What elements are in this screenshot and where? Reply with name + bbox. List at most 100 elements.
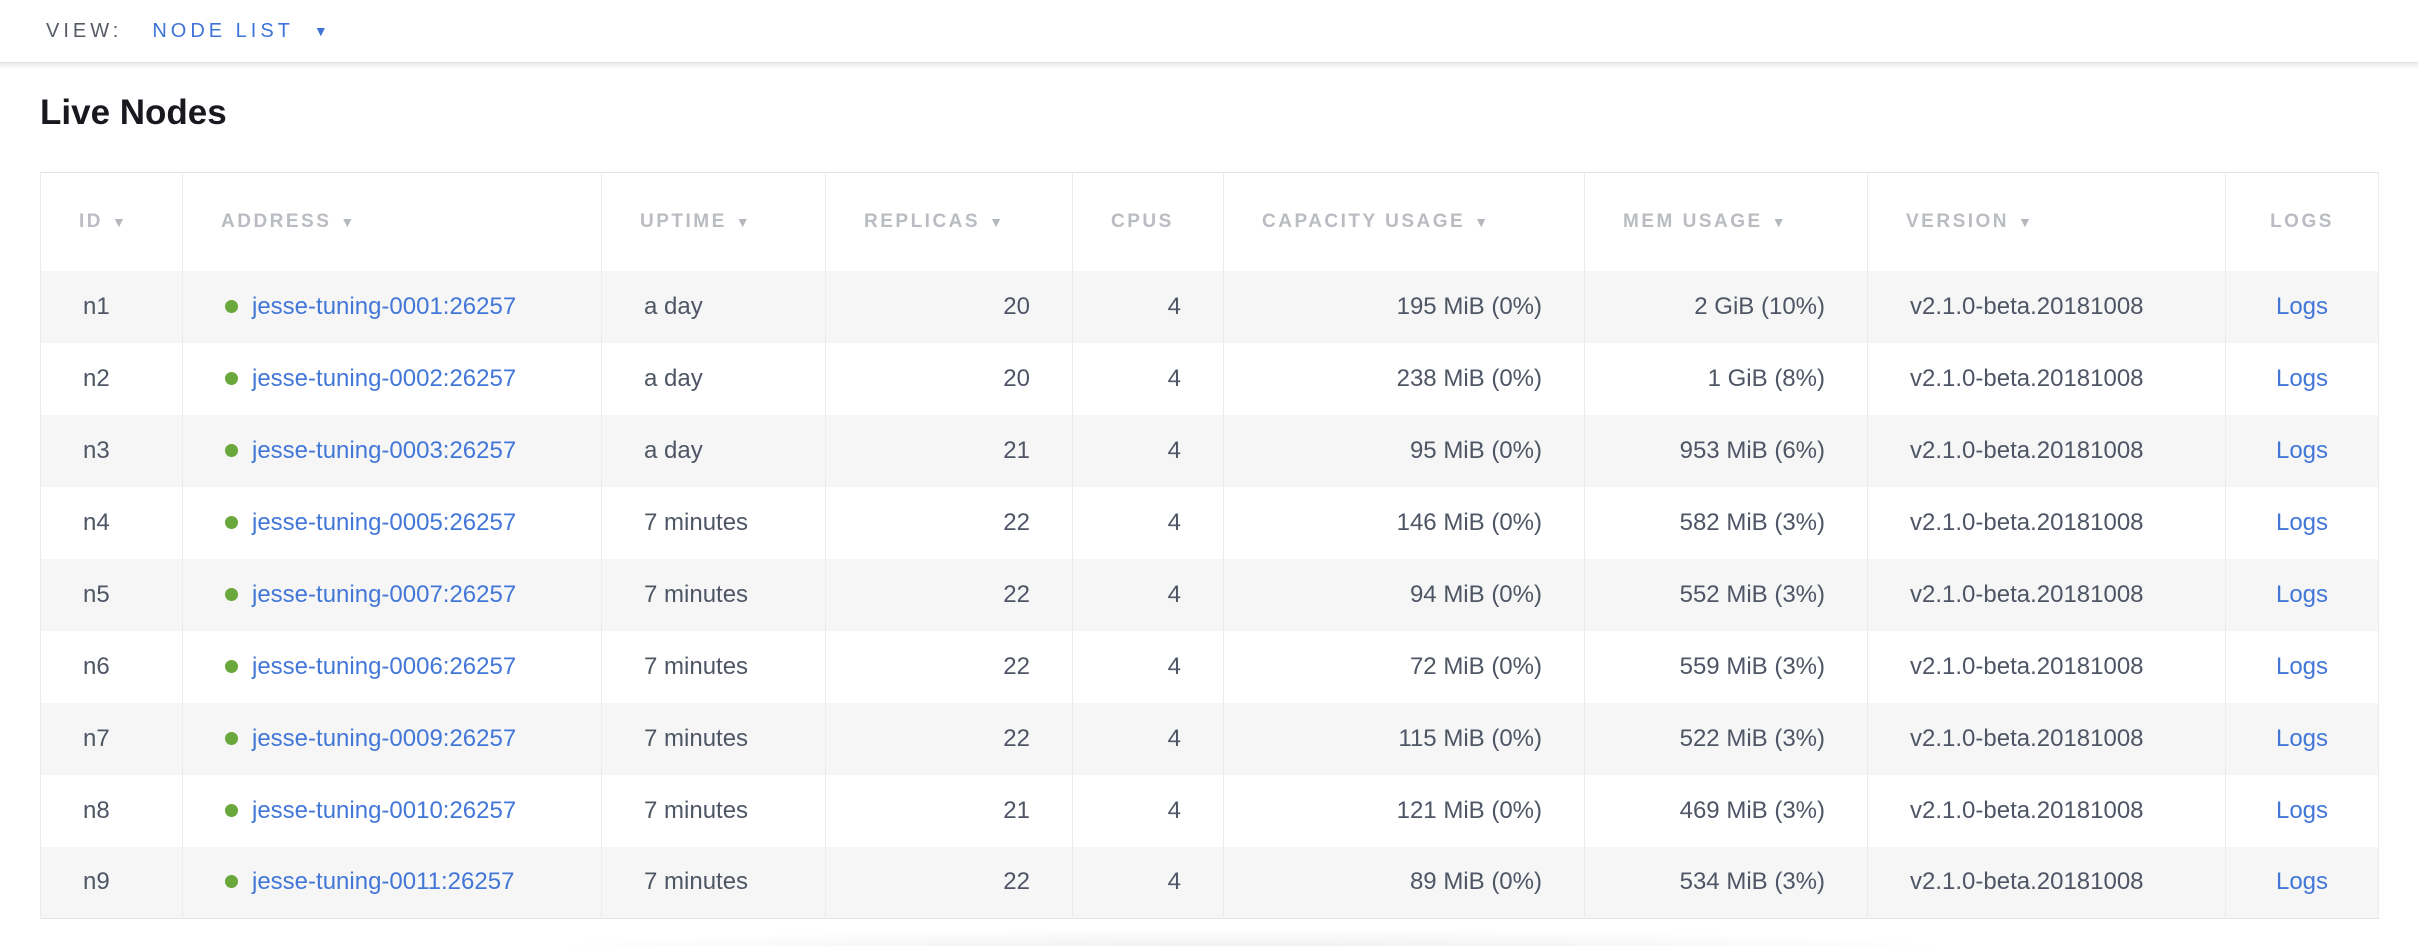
node-version-cell: v2.1.0-beta.20181008 [1867, 558, 2226, 631]
node-live-status-icon [225, 803, 238, 817]
node-live-status-icon [225, 443, 238, 457]
view-label: VIEW: [46, 19, 123, 42]
node-address-cell: jesse-tuning-0009:26257 [182, 702, 602, 775]
node-id-cell: n5 [40, 558, 183, 631]
logs-link[interactable]: Logs [2275, 364, 2329, 392]
node-mem-usage-cell: 522 MiB (3%) [1584, 702, 1868, 775]
node-id: n6 [83, 652, 110, 680]
node-address-link[interactable]: jesse-tuning-0007:26257 [252, 580, 517, 608]
node-version-cell: v2.1.0-beta.20181008 [1867, 846, 2226, 919]
page-title: Live Nodes [40, 93, 227, 132]
node-live-status-icon [225, 875, 238, 889]
column-header-version[interactable]: VERSION ▼ [1867, 172, 2226, 271]
node-capacity-usage-cell: 95 MiB (0%) [1223, 414, 1585, 487]
node-uptime-cell: 7 minutes [601, 702, 826, 775]
node-replicas-cell: 22 [825, 846, 1073, 919]
node-uptime-cell: a day [601, 414, 826, 487]
table-row: n4 jesse-tuning-0005:26257 7 minutes 22 … [40, 486, 2379, 559]
logs-link[interactable]: Logs [2275, 652, 2329, 680]
node-logs-cell: Logs [2225, 414, 2379, 487]
node-address-cell: jesse-tuning-0011:26257 [182, 846, 602, 919]
node-address-cell: jesse-tuning-0010:26257 [182, 774, 602, 847]
column-header-cpus: CPUS [1072, 172, 1224, 271]
node-address-link[interactable]: jesse-tuning-0002:26257 [252, 364, 517, 392]
view-selector-dropdown[interactable]: NODE LIST ▼ [152, 20, 327, 43]
sort-caret-icon: ▼ [1771, 213, 1789, 230]
node-capacity-usage-cell: 89 MiB (0%) [1223, 846, 1585, 919]
node-replicas-cell: 22 [825, 486, 1073, 559]
node-logs-cell: Logs [2225, 342, 2379, 415]
logs-link[interactable]: Logs [2275, 292, 2329, 320]
node-capacity-usage-cell: 121 MiB (0%) [1223, 774, 1585, 847]
node-address-link[interactable]: jesse-tuning-0011:26257 [252, 868, 515, 896]
node-mem-usage-cell: 559 MiB (3%) [1584, 630, 1868, 703]
node-live-status-icon [225, 371, 238, 385]
table-row: n9 jesse-tuning-0011:26257 7 minutes 22 … [40, 846, 2379, 919]
node-id-cell: n2 [40, 342, 183, 415]
node-id: n7 [83, 724, 110, 752]
node-address-link[interactable]: jesse-tuning-0006:26257 [252, 652, 517, 680]
column-header-mem-usage[interactable]: MEM USAGE ▼ [1584, 172, 1868, 271]
node-uptime-cell: a day [601, 270, 826, 343]
logs-link[interactable]: Logs [2275, 508, 2329, 536]
node-list-table: ID ▼ ADDRESS ▼ UPTIME ▼ REPLICAS ▼ CPUS CAPA… [40, 172, 2379, 919]
node-capacity-usage-cell: 238 MiB (0%) [1223, 342, 1585, 415]
node-logs-cell: Logs [2225, 486, 2379, 559]
column-header-address[interactable]: ADDRESS ▼ [182, 172, 602, 271]
node-id-cell: n7 [40, 702, 183, 775]
column-header-uptime[interactable]: UPTIME ▼ [601, 172, 826, 271]
node-address-link[interactable]: jesse-tuning-0009:26257 [252, 724, 517, 752]
table-row: n3 jesse-tuning-0003:26257 a day 21 4 95… [40, 414, 2379, 487]
node-address-link[interactable]: jesse-tuning-0001:26257 [252, 292, 517, 320]
node-id-cell: n6 [40, 630, 183, 703]
node-version-cell: v2.1.0-beta.20181008 [1867, 270, 2226, 343]
table-row: n2 jesse-tuning-0002:26257 a day 20 4 23… [40, 342, 2379, 415]
column-header-capacity-usage[interactable]: CAPACITY USAGE ▼ [1223, 172, 1585, 271]
node-cpus-cell: 4 [1072, 846, 1224, 919]
node-mem-usage-cell: 534 MiB (3%) [1584, 846, 1868, 919]
sort-caret-icon: ▼ [735, 213, 753, 230]
node-id: n8 [83, 796, 110, 824]
column-header-id[interactable]: ID ▼ [40, 172, 183, 271]
node-cpus-cell: 4 [1072, 486, 1224, 559]
logs-link[interactable]: Logs [2275, 436, 2329, 464]
caret-down-icon: ▼ [313, 23, 328, 39]
node-mem-usage-cell: 1 GiB (8%) [1584, 342, 1868, 415]
logs-link[interactable]: Logs [2275, 868, 2329, 896]
node-logs-cell: Logs [2225, 846, 2379, 919]
table-row: n8 jesse-tuning-0010:26257 7 minutes 21 … [40, 774, 2379, 847]
table-row: n7 jesse-tuning-0009:26257 7 minutes 22 … [40, 702, 2379, 775]
node-address-link[interactable]: jesse-tuning-0010:26257 [252, 796, 517, 824]
node-id: n4 [83, 508, 110, 536]
node-replicas-cell: 21 [825, 414, 1073, 487]
node-address-link[interactable]: jesse-tuning-0003:26257 [252, 436, 517, 464]
node-uptime-cell: 7 minutes [601, 486, 826, 559]
node-version-cell: v2.1.0-beta.20181008 [1867, 630, 2226, 703]
node-id-cell: n9 [40, 846, 183, 919]
view-bar: VIEW: NODE LIST ▼ [0, 0, 2418, 62]
node-replicas-cell: 21 [825, 774, 1073, 847]
node-uptime-cell: 7 minutes [601, 558, 826, 631]
sort-caret-icon: ▼ [112, 213, 129, 230]
logs-link[interactable]: Logs [2275, 724, 2329, 752]
node-replicas-cell: 22 [825, 630, 1073, 703]
node-id: n3 [83, 436, 110, 464]
node-address-link[interactable]: jesse-tuning-0005:26257 [252, 508, 517, 536]
node-live-status-icon [225, 299, 238, 313]
topbar-divider [0, 62, 2418, 69]
node-logs-cell: Logs [2225, 630, 2379, 703]
node-logs-cell: Logs [2225, 558, 2379, 631]
logs-link[interactable]: Logs [2275, 580, 2329, 608]
node-replicas-cell: 22 [825, 702, 1073, 775]
node-address-cell: jesse-tuning-0007:26257 [182, 558, 602, 631]
node-id: n2 [83, 364, 110, 392]
table-row: n1 jesse-tuning-0001:26257 a day 20 4 19… [40, 270, 2379, 343]
node-mem-usage-cell: 552 MiB (3%) [1584, 558, 1868, 631]
sort-caret-icon: ▼ [2018, 213, 2035, 230]
sort-caret-icon: ▼ [1474, 213, 1491, 230]
column-header-replicas[interactable]: REPLICAS ▼ [825, 172, 1073, 271]
node-id: n1 [83, 292, 110, 320]
logs-link[interactable]: Logs [2275, 796, 2329, 824]
node-capacity-usage-cell: 72 MiB (0%) [1223, 630, 1585, 703]
node-cpus-cell: 4 [1072, 774, 1224, 847]
